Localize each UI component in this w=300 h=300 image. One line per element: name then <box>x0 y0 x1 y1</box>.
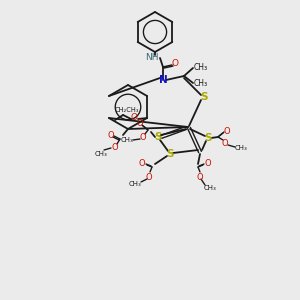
Text: O: O <box>130 113 138 122</box>
Text: CH₃: CH₃ <box>121 137 134 143</box>
Text: O: O <box>224 127 230 136</box>
Text: O: O <box>139 160 145 169</box>
Text: CH₃: CH₃ <box>235 145 248 151</box>
Text: CH₃: CH₃ <box>204 185 216 191</box>
Text: O: O <box>205 160 211 169</box>
Text: O: O <box>146 172 152 182</box>
Text: S: S <box>204 133 212 143</box>
Text: O: O <box>197 172 203 182</box>
Text: O: O <box>140 134 146 142</box>
Text: N: N <box>159 75 167 85</box>
Text: O: O <box>172 58 178 68</box>
Text: CH₃: CH₃ <box>194 79 208 88</box>
Text: S: S <box>166 149 174 159</box>
Text: O: O <box>108 130 114 140</box>
Text: S: S <box>200 92 208 102</box>
Text: CH₂CH₃: CH₂CH₃ <box>115 107 139 113</box>
Text: NH: NH <box>145 52 159 62</box>
Text: CH₃: CH₃ <box>94 151 107 157</box>
Text: CH₃: CH₃ <box>194 64 208 73</box>
Text: S: S <box>154 132 162 142</box>
Text: O: O <box>222 140 228 148</box>
Text: O: O <box>112 142 118 152</box>
Text: O: O <box>137 118 143 127</box>
Text: CH₃: CH₃ <box>129 181 141 187</box>
